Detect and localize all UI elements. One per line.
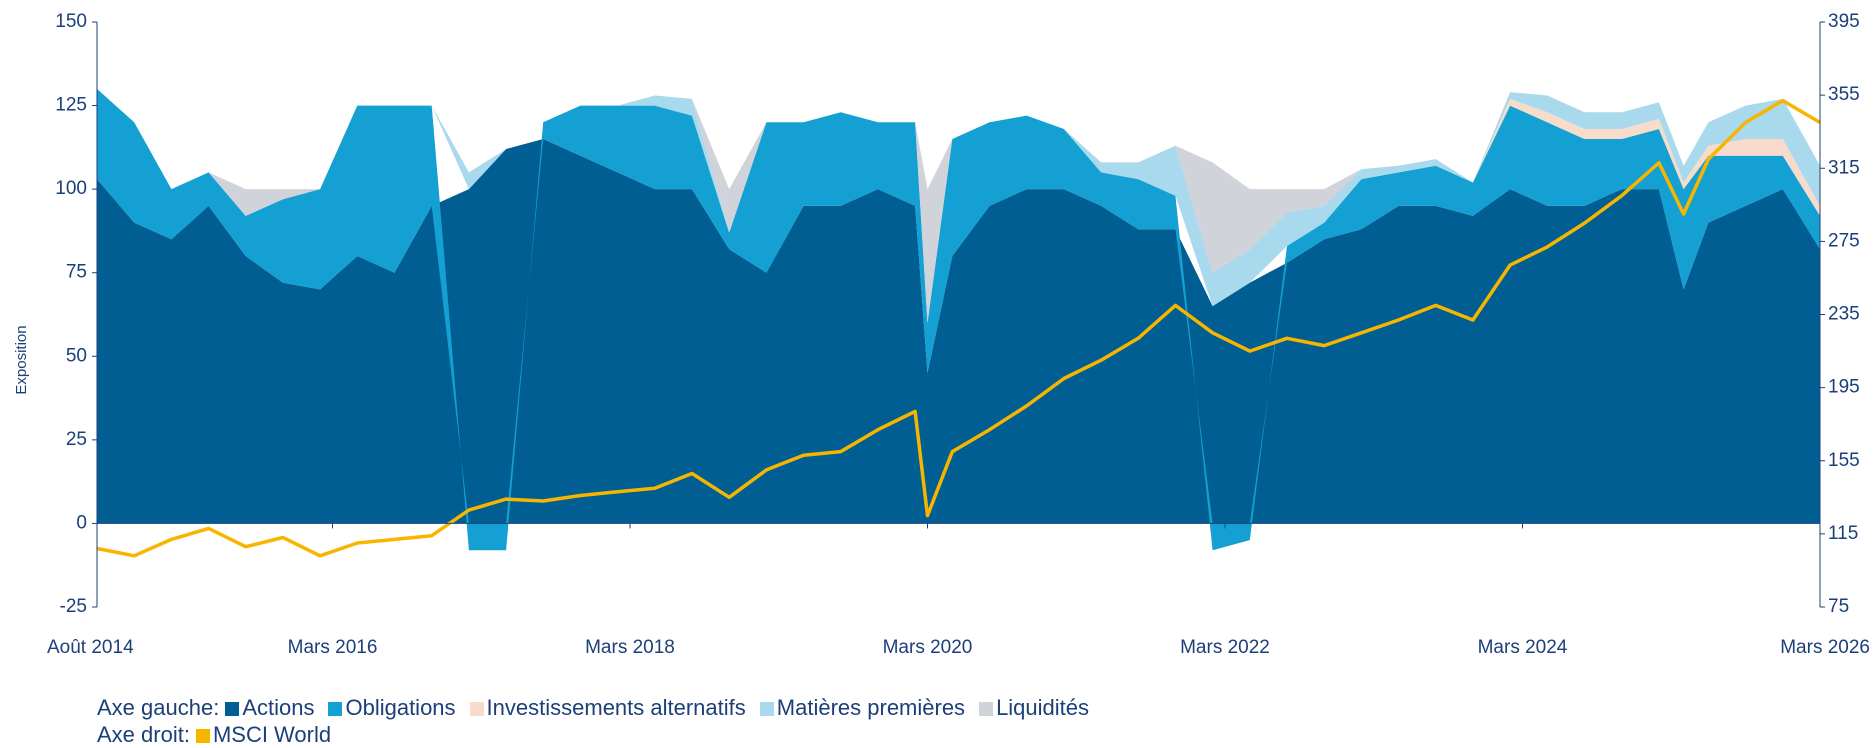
legend-item: Matières premières [754, 695, 965, 720]
line [96, 98, 1821, 558]
y2-tick-label: 235 [1828, 304, 1860, 325]
legend-swatch [979, 702, 994, 716]
y-tick-label: 75 [66, 262, 87, 283]
y-axis-label: Exposition [13, 325, 30, 394]
legend-label: Actions [242, 695, 315, 720]
y2-tick-label: 195 [1828, 377, 1860, 398]
legend-group-label: Axe gauche: [97, 695, 220, 720]
area [97, 139, 1820, 524]
legend-item: Investissements alternatifs [464, 695, 746, 720]
y-tick-label: 150 [55, 11, 87, 32]
y-tick-label: 125 [55, 95, 87, 116]
legend: Axe gauche: Actions Obligations Investissem… [97, 694, 1097, 748]
y2-tick-label: 355 [1828, 84, 1860, 105]
y2-tick-label: 275 [1828, 230, 1860, 251]
y-tick-label: -25 [60, 596, 87, 617]
y2-tick-label: 315 [1828, 157, 1860, 178]
area [97, 88, 1820, 323]
y-tick-label: 0 [76, 512, 87, 533]
x-tick-label: Mars 2016 [288, 637, 378, 658]
legend-label: Investissements alternatifs [486, 695, 746, 720]
y2-tick-label: 115 [1828, 523, 1858, 544]
legend-swatch [328, 702, 343, 716]
x-tick-label: Août 2014 [47, 637, 134, 658]
x-tick-label: Mars 2018 [585, 637, 675, 658]
area [97, 88, 1820, 551]
legend-row: Axe droit: MSCI World [97, 721, 1097, 748]
y2-tick-label: 75 [1828, 596, 1849, 617]
legend-item: Obligations [322, 695, 456, 720]
legend-swatch [195, 729, 210, 743]
x-tick-label: Mars 2022 [1180, 637, 1270, 658]
legend-swatch [469, 702, 484, 716]
legend-row: Axe gauche: Actions Obligations Investissem… [97, 694, 1097, 721]
x-tick-label: Mars 2026 [1780, 637, 1870, 658]
y2-tick-label: 395 [1828, 11, 1860, 32]
chart: Exposition -25 0 25 50 75 100 125 150 75 115 155 19… [13, 11, 1870, 658]
y-tick-label: 50 [66, 345, 87, 366]
legend-item: Actions [219, 695, 314, 720]
legend-item: MSCI World [190, 722, 331, 747]
legend-label: Liquidités [996, 695, 1090, 720]
x-tick-label: Mars 2020 [883, 637, 973, 658]
legend-label: MSCI World [212, 722, 332, 747]
legend-swatch [225, 702, 240, 716]
y2-tick-label: 155 [1828, 450, 1860, 471]
y-tick-label: 25 [66, 429, 87, 450]
legend-label: Obligations [345, 695, 456, 720]
legend-group-label: Axe droit: [97, 722, 190, 747]
x-tick-label: Mars 2024 [1478, 637, 1568, 658]
legend-item: Liquidités [973, 695, 1089, 720]
legend-label: Matières premières [776, 695, 966, 720]
legend-swatch [759, 702, 774, 716]
y-tick-label: 100 [55, 178, 87, 199]
